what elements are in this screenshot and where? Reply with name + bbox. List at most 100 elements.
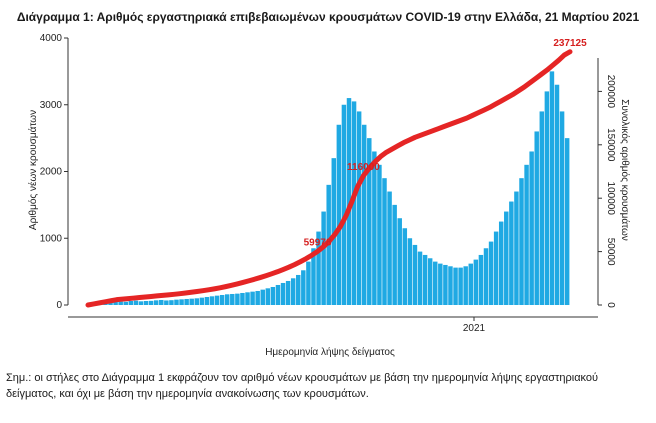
bar: [473, 259, 479, 305]
y2-tick-label: 200000: [605, 75, 616, 109]
bar: [209, 296, 215, 305]
bar: [138, 301, 144, 305]
bar: [564, 138, 570, 306]
y2-tick-label: 100000: [605, 182, 616, 216]
bar: [133, 300, 139, 305]
bar: [123, 301, 128, 305]
bar: [458, 267, 463, 305]
y-tick-label: 4000: [40, 33, 63, 44]
bar: [159, 299, 164, 305]
bar: [194, 298, 200, 305]
bar: [554, 84, 560, 305]
bar: [549, 71, 555, 306]
bar: [448, 266, 453, 305]
bar: [427, 258, 433, 305]
bar: [164, 300, 169, 305]
bar: [356, 111, 362, 306]
bar: [174, 299, 179, 305]
bar: [118, 301, 123, 305]
bar: [143, 301, 149, 305]
bar: [265, 288, 271, 305]
bar: [219, 294, 225, 305]
line-annotation: 116000: [347, 162, 380, 173]
bar: [316, 231, 321, 305]
bar: [128, 301, 134, 305]
bar: [214, 295, 220, 305]
bar: [372, 151, 377, 305]
bar: [402, 228, 408, 305]
y-tick-label: 1000: [40, 233, 63, 244]
bar: [483, 248, 489, 305]
chart-title: Διάγραμμα 1: Αριθμός εργαστηριακά επιβεβ…: [16, 10, 640, 24]
bar: [153, 300, 159, 305]
bar: [113, 301, 118, 305]
bar: [498, 221, 504, 305]
bar: [235, 293, 240, 305]
line-layer: 59978 116000 237125: [85, 38, 587, 308]
bar: [179, 299, 184, 305]
bar: [230, 293, 235, 305]
bar: [245, 292, 250, 305]
bar: [478, 254, 484, 305]
bar: [184, 298, 189, 305]
bar: [397, 218, 402, 305]
y2-axis-label: Συνολικός αριθμός κρουσμάτων: [619, 99, 631, 241]
bar: [250, 291, 255, 305]
bar: [382, 178, 387, 305]
x-tick-label: 2021: [463, 323, 486, 334]
bar: [280, 282, 286, 305]
bar: [412, 244, 418, 305]
bar: [392, 204, 397, 306]
bar: [290, 278, 296, 305]
bar: [559, 111, 565, 306]
line-annotation: 59978: [304, 237, 332, 248]
y2-tick-label: 150000: [605, 128, 616, 162]
bar: [148, 300, 154, 305]
x-axis-label: Ημερομηνία λήψης δείγματος: [265, 346, 395, 358]
bar: [422, 254, 428, 305]
bar: [204, 296, 210, 305]
bar: [336, 124, 342, 306]
bar: [387, 191, 392, 305]
bar: [341, 104, 347, 305]
y2-tick-label: 50000: [605, 238, 616, 266]
bar: [417, 251, 423, 305]
bar: [493, 231, 499, 305]
line-annotation: 237125: [553, 38, 587, 49]
cumulative-line: [85, 49, 573, 308]
bar: [361, 124, 367, 306]
axes-layer: 0 1000 2000 3000 4000 0 50000 100000 150000 20000…: [40, 33, 616, 334]
bar: [240, 292, 245, 305]
bar: [534, 131, 539, 305]
bar: [524, 164, 529, 305]
bar: [331, 158, 337, 305]
bar: [438, 263, 443, 305]
y-tick-label: 3000: [40, 100, 63, 111]
bar: [443, 264, 448, 305]
bar: [311, 248, 316, 305]
bar: [488, 241, 494, 305]
bar: [463, 266, 468, 305]
bar: [285, 280, 291, 305]
bar: [529, 151, 534, 305]
bar: [367, 138, 372, 306]
bar: [544, 91, 550, 306]
bar: [504, 211, 509, 305]
bar: [468, 263, 473, 305]
bar: [306, 261, 311, 305]
y-axis-label: Αριθμός νέων κρουσμάτων: [27, 110, 39, 230]
bar: [169, 300, 174, 305]
bar: [199, 297, 205, 305]
bar: [270, 286, 276, 305]
y2-tick-label: 0: [605, 302, 616, 308]
bar: [519, 178, 524, 305]
y-tick-label: 2000: [40, 167, 63, 178]
y-tick-label: 0: [56, 300, 62, 311]
bar: [377, 164, 382, 305]
bar: [321, 211, 326, 305]
bar: [433, 261, 438, 305]
bar: [346, 98, 352, 305]
bar: [514, 191, 519, 305]
bars-layer: [88, 71, 570, 306]
